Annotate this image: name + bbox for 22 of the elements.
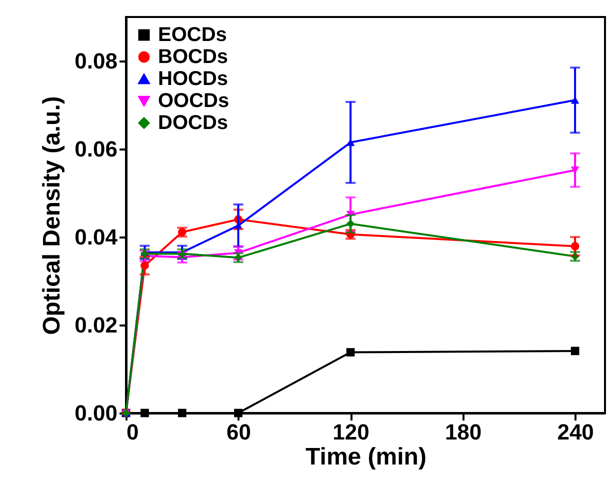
point — [346, 348, 355, 356]
x-tick-label: 0 — [126, 420, 139, 444]
legend-label: EOCDs — [158, 24, 227, 46]
x-tick-label: 240 — [557, 420, 594, 444]
y-tick-label: 0.06 — [74, 136, 118, 162]
legend-label: BOCDs — [158, 46, 228, 68]
point — [570, 346, 580, 356]
legend-label: DOCDs — [158, 112, 228, 134]
x-tick-label: 180 — [444, 420, 482, 444]
y-axis-title: Optical Density (a.u.) — [38, 96, 66, 335]
y-tick-label: 0.02 — [74, 312, 118, 338]
y-tick-label: 0.04 — [74, 224, 118, 250]
x-axis-title: Time (min) — [306, 444, 426, 470]
legend-label: HOCDs — [158, 68, 228, 90]
point — [140, 408, 149, 418]
point — [234, 408, 242, 418]
y-tick-label: 0.00 — [74, 400, 118, 426]
legend-label: OOCDs — [158, 90, 230, 112]
point — [178, 408, 186, 418]
x-tick-label: 60 — [226, 420, 252, 444]
y-tick-label: 0.08 — [74, 48, 118, 74]
x-tick-label: 120 — [332, 420, 370, 444]
